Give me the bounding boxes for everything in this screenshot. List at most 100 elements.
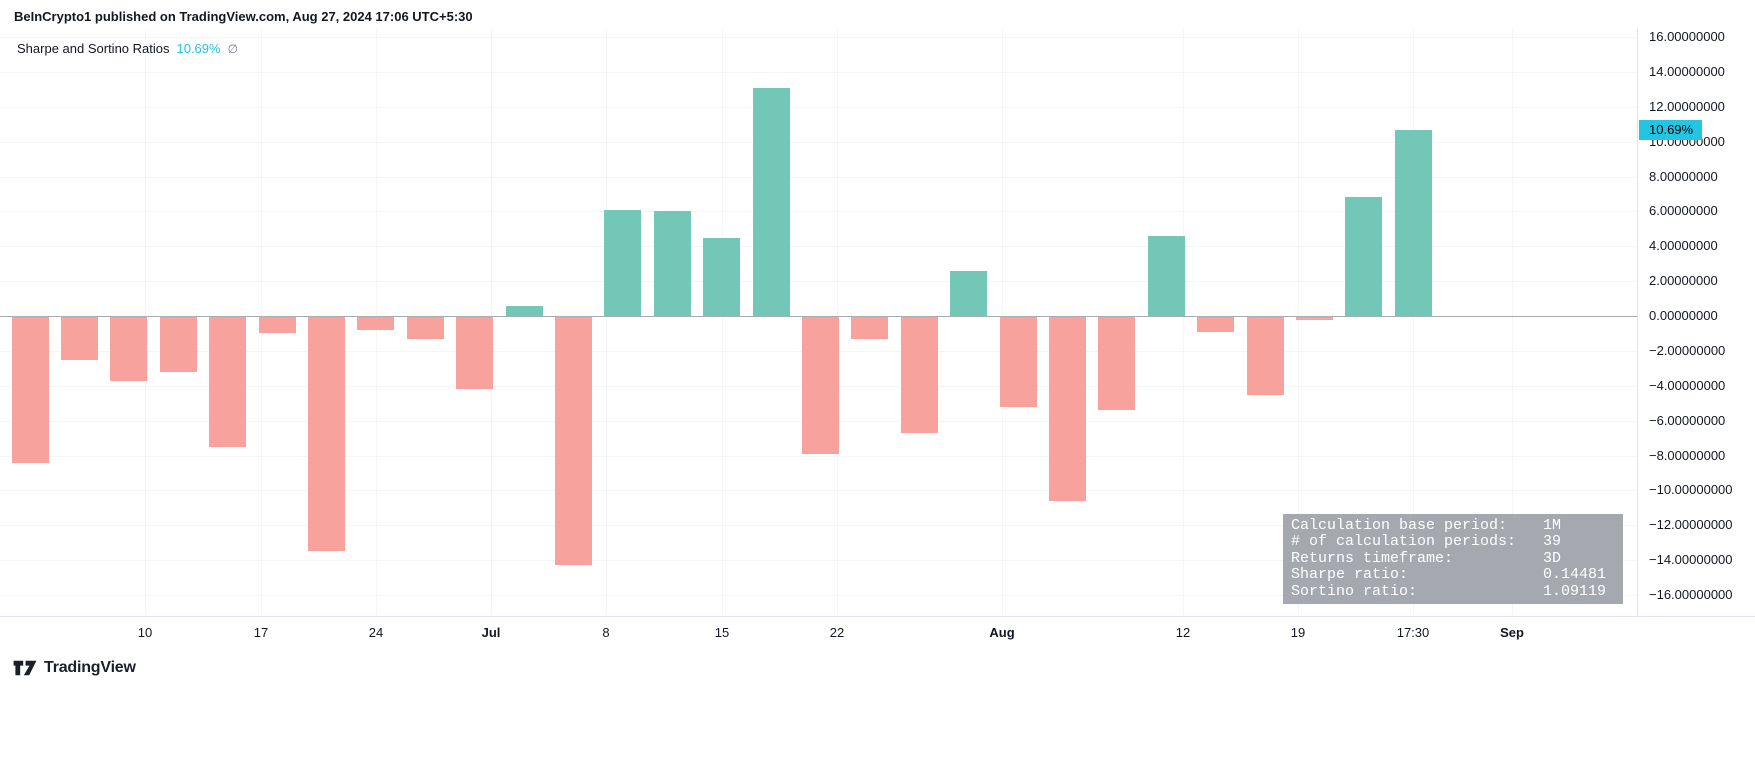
- info-row-value: 3D: [1543, 549, 1562, 567]
- v-gridline: [722, 29, 723, 616]
- h-gridline: [0, 595, 1637, 596]
- time-tick-label[interactable]: 10: [137, 625, 153, 640]
- price-tick-label: −4.00000000: [1649, 377, 1726, 393]
- v-gridline: [1512, 29, 1513, 616]
- v-gridline: [606, 29, 607, 616]
- histogram-bar[interactable]: [604, 209, 642, 316]
- zero-line: [0, 316, 1637, 317]
- price-tick-label: 0.00000000: [1649, 308, 1718, 323]
- histogram-bar[interactable]: [703, 237, 741, 316]
- histogram-bar[interactable]: [1197, 316, 1235, 332]
- histogram-bar[interactable]: [752, 87, 790, 316]
- info-row-value: 1.09119: [1543, 582, 1607, 600]
- info-row: Returns timeframe: 3D: [1291, 549, 1615, 567]
- price-tick-label: −10.00000000: [1649, 482, 1733, 498]
- h-gridline: [0, 106, 1637, 108]
- histogram-bar[interactable]: [406, 316, 444, 339]
- h-gridline: [0, 176, 1637, 178]
- info-row: Sortino ratio: 1.09119: [1291, 582, 1615, 600]
- chart-plot-area[interactable]: Sharpe and Sortino Ratios 10.69% ∅ Calcu…: [0, 29, 1637, 616]
- h-gridline: [0, 525, 1637, 527]
- histogram-bar[interactable]: [1295, 316, 1333, 321]
- h-gridline: [0, 490, 1637, 492]
- info-row-label: Returns timeframe:: [1291, 549, 1454, 567]
- empty-set-icon: ∅: [227, 41, 239, 56]
- time-tick-label[interactable]: 19: [1290, 625, 1306, 640]
- tradingview-logo-text: TradingView: [44, 659, 136, 676]
- h-gridline: [0, 560, 1637, 562]
- v-gridline: [1183, 29, 1184, 616]
- info-row-label: Calculation base period:: [1291, 517, 1508, 534]
- info-row-label: Sortino ratio:: [1291, 582, 1418, 600]
- info-row: Calculation base period: 1M: [1291, 517, 1615, 534]
- histogram-bar[interactable]: [900, 316, 938, 433]
- price-tick-label: 12.00000000: [1649, 98, 1725, 114]
- histogram-bar[interactable]: [110, 316, 148, 381]
- histogram-bar[interactable]: [1394, 129, 1432, 316]
- histogram-bar[interactable]: [1246, 316, 1284, 395]
- tradingview-logo-icon: [13, 658, 37, 678]
- time-tick-label[interactable]: 17: [253, 625, 269, 640]
- histogram-bar[interactable]: [653, 211, 691, 316]
- h-gridline: [0, 246, 1637, 248]
- info-row: Sharpe ratio: 0.14481: [1291, 566, 1615, 584]
- price-tick-label: 4.00000000: [1649, 238, 1718, 254]
- histogram-bar[interactable]: [307, 316, 345, 552]
- last-value-badge: 10.69%: [1639, 119, 1703, 140]
- price-tick-label: −2.00000000: [1649, 342, 1726, 358]
- time-tick-label[interactable]: 12: [1175, 625, 1191, 640]
- indicator-legend[interactable]: Sharpe and Sortino Ratios 10.69% ∅: [17, 40, 243, 57]
- histogram-bar[interactable]: [209, 316, 247, 447]
- histogram-bar[interactable]: [801, 316, 839, 454]
- histogram-bar[interactable]: [1345, 197, 1383, 316]
- info-row-value: 39: [1543, 533, 1562, 551]
- h-gridline: [0, 281, 1637, 283]
- histogram-bar[interactable]: [1098, 316, 1136, 411]
- time-tick-label[interactable]: Jul: [481, 625, 501, 640]
- histogram-bar[interactable]: [554, 316, 592, 566]
- time-tick-label[interactable]: 17:30: [1396, 625, 1430, 640]
- price-tick-label: −6.00000000: [1649, 412, 1726, 428]
- histogram-bar[interactable]: [60, 316, 98, 360]
- publish-header: BeInCrypto1 published on TradingView.com…: [14, 9, 473, 24]
- histogram-bar[interactable]: [851, 316, 889, 339]
- histogram-bar[interactable]: [456, 316, 494, 390]
- price-tick-label: 2.00000000: [1649, 273, 1718, 289]
- h-gridline: [0, 141, 1637, 143]
- histogram-bar[interactable]: [1147, 235, 1185, 316]
- info-row-label: Sharpe ratio:: [1291, 566, 1409, 584]
- time-tick-label[interactable]: Sep: [1500, 625, 1524, 640]
- histogram-bar[interactable]: [11, 316, 49, 463]
- histogram-bar[interactable]: [999, 316, 1037, 407]
- indicator-title[interactable]: Sharpe and Sortino Ratios: [17, 41, 170, 56]
- histogram-bar[interactable]: [258, 316, 296, 334]
- price-tick-label: 16.00000000: [1649, 29, 1725, 44]
- time-tick-label[interactable]: 24: [368, 625, 384, 640]
- price-tick-label: 14.00000000: [1649, 63, 1725, 79]
- h-gridline: [0, 71, 1637, 73]
- tradingview-logo[interactable]: TradingView: [13, 656, 136, 680]
- info-row-value: 0.14481: [1543, 566, 1607, 584]
- indicator-last-value: 10.69%: [176, 41, 221, 56]
- h-gridline: [0, 455, 1637, 457]
- histogram-bar[interactable]: [505, 305, 543, 316]
- info-row-label: # of calculation periods:: [1291, 533, 1517, 551]
- price-tick-label: −12.00000000: [1649, 517, 1733, 533]
- price-tick-label: 8.00000000: [1649, 168, 1718, 184]
- histogram-bar[interactable]: [159, 316, 197, 372]
- histogram-bar[interactable]: [357, 316, 395, 330]
- h-gridline: [0, 37, 1637, 38]
- info-row-value: 1M: [1543, 517, 1562, 534]
- price-tick-label: 6.00000000: [1649, 203, 1718, 219]
- price-axis[interactable]: 10.69% 16.00000000 14.00000000 12.00000000…: [1637, 29, 1755, 616]
- price-tick-label: −14.00000000: [1649, 552, 1733, 568]
- time-tick-label[interactable]: 22: [829, 625, 845, 640]
- time-tick-label[interactable]: Aug: [989, 625, 1015, 640]
- histogram-bar[interactable]: [1048, 316, 1086, 501]
- histogram-bar[interactable]: [950, 270, 988, 316]
- time-axis[interactable]: 10 17 24 Jul 8 15 22 Aug 12 19 17:30 Sep: [0, 616, 1755, 654]
- time-tick-label[interactable]: 15: [714, 625, 730, 640]
- price-tick-label: −8.00000000: [1649, 447, 1726, 463]
- time-tick-label[interactable]: 8: [602, 625, 610, 640]
